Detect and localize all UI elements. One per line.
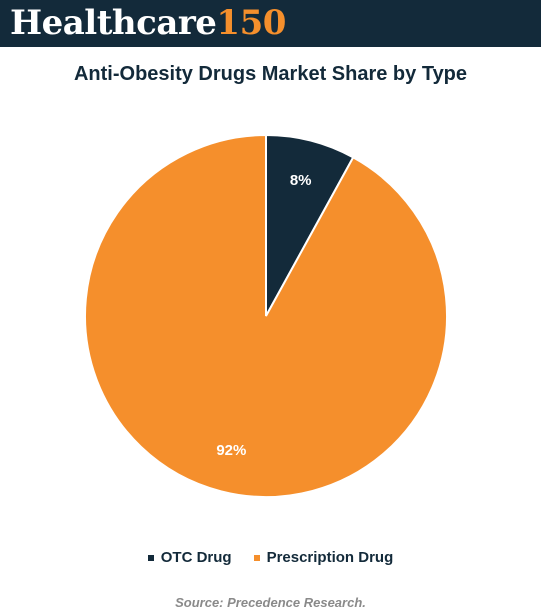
pie-slice-prescription-drug — [84, 133, 448, 498]
legend-label-otc-drug: OTC Drug — [160, 549, 232, 566]
chart-title: Anti-Obesity Drugs Market Share by Type — [73, 63, 468, 85]
pie-label-prescription-drug: 92% — [216, 442, 246, 459]
chart-legend: OTC Drug Prescription Drug — [0, 548, 541, 568]
pie-slice-otc-drug — [265, 133, 355, 317]
legend-item-prescription-drug: Prescription Drug — [253, 548, 394, 568]
brand-logo: Healthcare150 — [10, 3, 286, 43]
brand-logo-word: Healthcare — [10, 3, 217, 43]
pie-label-otc-drug: 8% — [290, 172, 312, 189]
brand-logo-number: 150 — [216, 3, 286, 43]
brand-header: Healthcare150 — [0, 0, 541, 47]
legend-label-prescription-drug: Prescription Drug — [266, 549, 394, 566]
legend-swatch-prescription-drug — [253, 555, 260, 561]
legend-item-otc-drug: OTC Drug — [147, 548, 232, 568]
legend-swatch-otc-drug — [147, 555, 154, 561]
source-note: Source: Precedence Research. — [175, 595, 366, 610]
